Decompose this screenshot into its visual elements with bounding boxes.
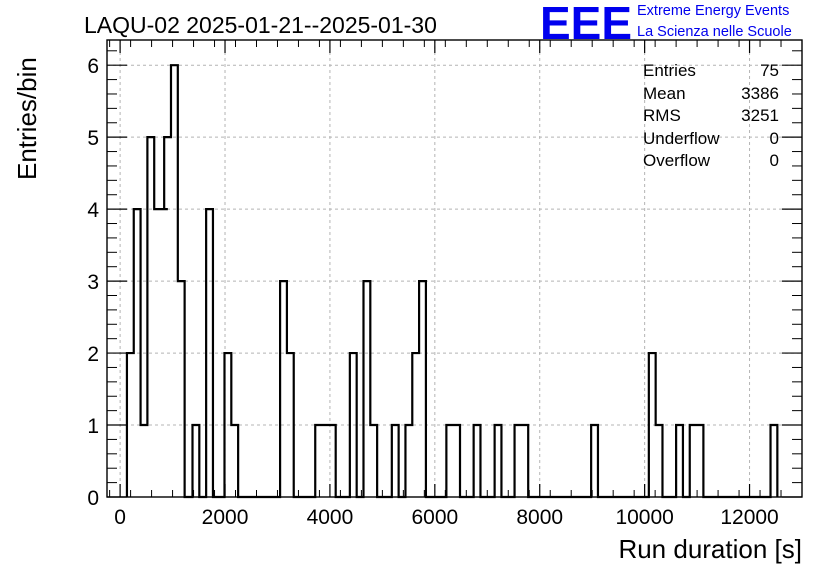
stats-row-entries: Entries 75	[643, 60, 779, 83]
stats-value: 0	[769, 128, 779, 148]
y-tick-label: 5	[87, 127, 99, 150]
y-tick-label: 3	[87, 271, 99, 294]
y-tick-label: 2	[87, 343, 99, 366]
y-tick-label: 6	[87, 55, 99, 78]
axis-ticks	[107, 40, 803, 498]
stats-value: 3251	[741, 106, 779, 125]
stats-value: 0	[769, 151, 779, 170]
stats-row-underflow: Underflow 0	[643, 128, 779, 151]
x-tick-label: 8000	[516, 506, 563, 529]
stats-row-overflow: Overflow 0	[643, 150, 779, 173]
x-axis-label: Run duration [s]	[618, 534, 802, 564]
stats-label: Mean	[643, 83, 686, 103]
x-tick-label: 2000	[202, 506, 249, 529]
x-tick-label: 4000	[307, 506, 354, 529]
y-axis-label: Entries/bin	[12, 57, 42, 180]
y-tick-label: 0	[87, 487, 99, 510]
y-tick-label: 4	[87, 199, 99, 222]
chart-title: LAQU-02 2025-01-21--2025-01-30	[84, 12, 437, 38]
stats-label: Underflow	[643, 128, 720, 148]
stats-value: 75	[760, 61, 779, 80]
x-tick-label: 6000	[411, 506, 458, 529]
stats-row-mean: Mean 3386	[643, 83, 779, 106]
plot-frame	[106, 39, 803, 498]
stats-row-rms: RMS 3251	[643, 105, 779, 128]
stats-label: Entries	[643, 61, 696, 80]
logo-line-2: La Scienza nelle Scuole	[637, 24, 792, 40]
x-tick-label: 12000	[720, 506, 778, 529]
eee-logo-text: EEE	[540, 0, 632, 44]
stats-value: 3386	[741, 83, 779, 103]
x-tick-label: 0	[114, 506, 126, 529]
stats-box: Entries 75 Mean 3386 RMS 3251 Underflow 0 Ov…	[643, 60, 779, 173]
y-tick-label: 1	[87, 415, 99, 438]
stats-label: Overflow	[643, 151, 711, 170]
eee-logo: EEE	[540, 0, 632, 44]
x-tick-label: 10000	[615, 506, 673, 529]
stats-label: RMS	[643, 106, 681, 125]
tick-labels: 0 2000 4000 6000 8000 10000 12000 0 1 2 3 4 5 6	[87, 55, 778, 529]
logo-line-1: Extreme Energy Events	[637, 3, 790, 19]
